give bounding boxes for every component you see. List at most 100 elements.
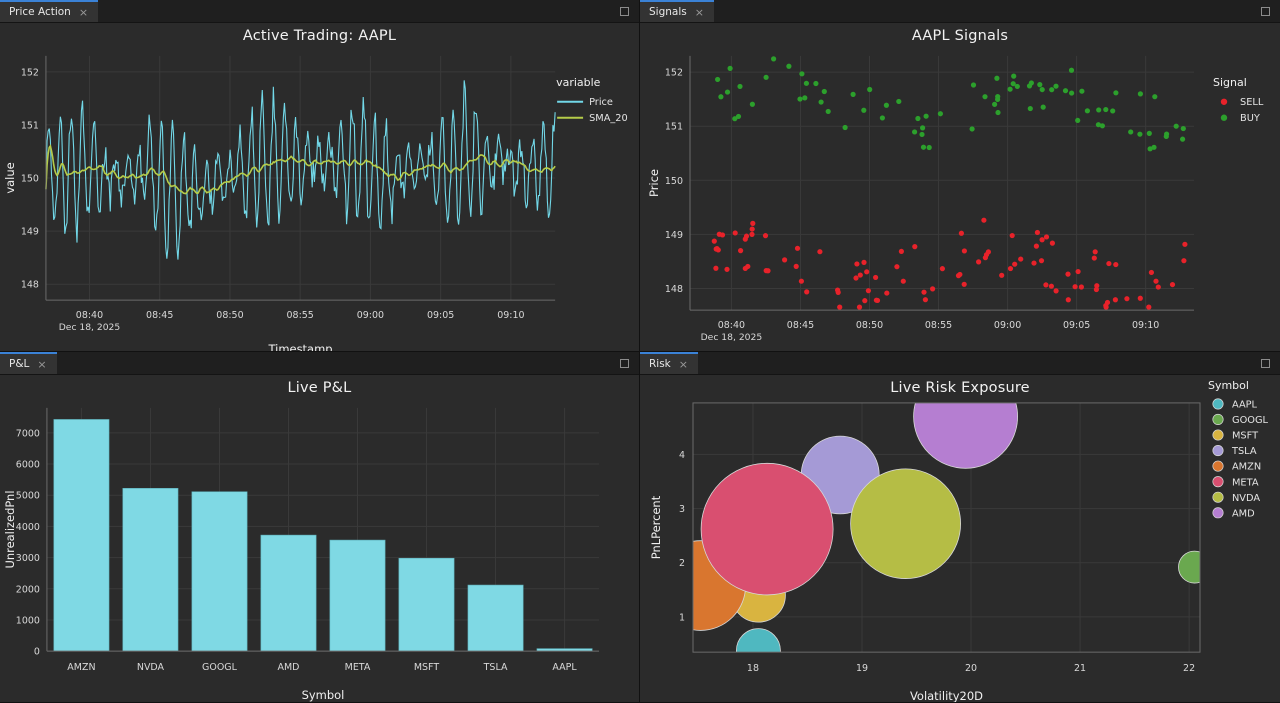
x-tick-label: 08:55 [925, 320, 952, 331]
sell-point [804, 289, 810, 295]
bubble-nvda[interactable] [850, 468, 962, 579]
x-tick-label: 22 [1183, 663, 1195, 674]
sell-point [912, 244, 918, 250]
bar-nvda[interactable] [122, 488, 179, 652]
x-tick-label: 08:50 [856, 320, 883, 331]
sell-point [1146, 304, 1152, 310]
x-tick-label-nvda: NVDA [137, 662, 165, 673]
buy-point [850, 91, 856, 97]
bubble-meta[interactable] [700, 462, 834, 596]
legend-label-sell: SELL [1240, 97, 1264, 108]
x-tick-label: 19 [856, 663, 868, 674]
legend-label-tsla: TSLA [1231, 446, 1257, 457]
sell-point [1137, 295, 1143, 301]
sell-point [1169, 282, 1176, 288]
buy-point [818, 99, 824, 105]
x-tick-label: 18 [747, 663, 759, 674]
x-tick-label-googl: GOOGL [202, 662, 238, 673]
buy-point [724, 89, 731, 95]
bar-tsla[interactable] [467, 584, 524, 652]
y-tick-label: 6000 [16, 460, 40, 471]
close-icon[interactable]: × [678, 357, 688, 371]
maximize-icon[interactable] [1261, 6, 1270, 16]
sell-point [983, 252, 990, 258]
sell-point [732, 230, 738, 236]
legend-title: Signal [1213, 76, 1247, 89]
y-axis-label: UnrealizedPnl [3, 491, 17, 569]
buy-point [867, 86, 873, 93]
x-axis-label: Volatility20D [910, 689, 983, 702]
x-tick-label: 09:05 [427, 310, 454, 321]
bubble-amd[interactable] [913, 375, 1018, 469]
tab-price-action[interactable]: Price Action × [0, 0, 99, 22]
buy-point [1152, 94, 1158, 100]
sell-point [1104, 299, 1111, 306]
close-icon[interactable]: × [694, 5, 704, 19]
y-tick-label: 1 [679, 612, 685, 623]
y-axis-label: PnLPercent [649, 495, 663, 559]
sell-point [1155, 284, 1161, 290]
buy-point [1028, 80, 1034, 86]
buy-point [718, 94, 724, 100]
buy-point [1068, 67, 1075, 73]
buy-point [1173, 123, 1179, 129]
sell-point [865, 288, 871, 294]
tab-signals[interactable]: Signals × [640, 0, 714, 22]
buy-point [992, 101, 998, 107]
sell-point [1065, 297, 1071, 303]
sell-point [1039, 237, 1045, 243]
x-tick-label: 08:55 [287, 310, 314, 321]
buy-point [1180, 125, 1186, 132]
close-icon[interactable]: × [37, 357, 47, 371]
maximize-icon[interactable] [620, 358, 629, 368]
bar-meta[interactable] [329, 539, 386, 652]
bar-amzn[interactable] [53, 419, 110, 652]
buy-point [926, 144, 932, 151]
buy-point [715, 76, 721, 83]
sell-point [884, 290, 890, 296]
sell-point [1182, 241, 1188, 247]
bar-msft[interactable] [398, 557, 455, 652]
buy-point [825, 108, 831, 115]
legend-label-nvda: NVDA [1232, 493, 1260, 504]
maximize-icon[interactable] [620, 6, 629, 16]
buy-point [735, 113, 742, 120]
buy-point [1180, 136, 1186, 142]
chart-pnl: Live P&L 0 1000 2000 3000 4000 5000 6000 7000 AM… [0, 375, 639, 702]
tab-pnl[interactable]: P&L × [0, 352, 57, 374]
sell-point [719, 232, 726, 238]
bar-amd[interactable] [260, 534, 317, 652]
buy-point [1095, 122, 1101, 128]
sell-point [1113, 261, 1119, 268]
x-tick-label-msft: MSFT [414, 662, 439, 673]
y-tick-label: 7000 [16, 428, 40, 439]
sell-point [1072, 284, 1078, 290]
sell-point [1043, 234, 1050, 240]
sell-point [749, 226, 755, 232]
buy-point [1137, 91, 1143, 97]
chart-title: Live Risk Exposure [890, 380, 1030, 396]
bubble-googl[interactable] [1178, 550, 1211, 584]
sell-point [749, 231, 755, 237]
close-icon[interactable]: × [78, 5, 89, 19]
buy-point [1137, 131, 1143, 137]
x-tick-label: 09:05 [1063, 320, 1090, 331]
sell-point [999, 272, 1005, 278]
chart-title: Active Trading: AAPL [242, 28, 397, 44]
bubble-aapl[interactable] [736, 628, 781, 673]
bar-googl[interactable] [191, 491, 248, 652]
y-tick-label: 149 [665, 230, 683, 241]
sell-point [939, 266, 945, 272]
risk-plot: 1 2 3 4 18 19 20 21 22 Volatility20D PnLPercent Sym… [649, 375, 1269, 702]
maximize-icon[interactable] [1261, 358, 1270, 368]
y-tick-label: 151 [665, 122, 683, 133]
plot-border [692, 402, 1201, 653]
sell-point [1012, 261, 1018, 267]
y-tick-label: 150 [665, 176, 683, 187]
sell-point [750, 220, 756, 226]
sell-point [898, 248, 904, 254]
tabbar-spacer [98, 0, 620, 22]
tabbar-spacer [697, 352, 1261, 374]
sell-point [794, 245, 801, 251]
tab-risk[interactable]: Risk × [640, 352, 698, 374]
